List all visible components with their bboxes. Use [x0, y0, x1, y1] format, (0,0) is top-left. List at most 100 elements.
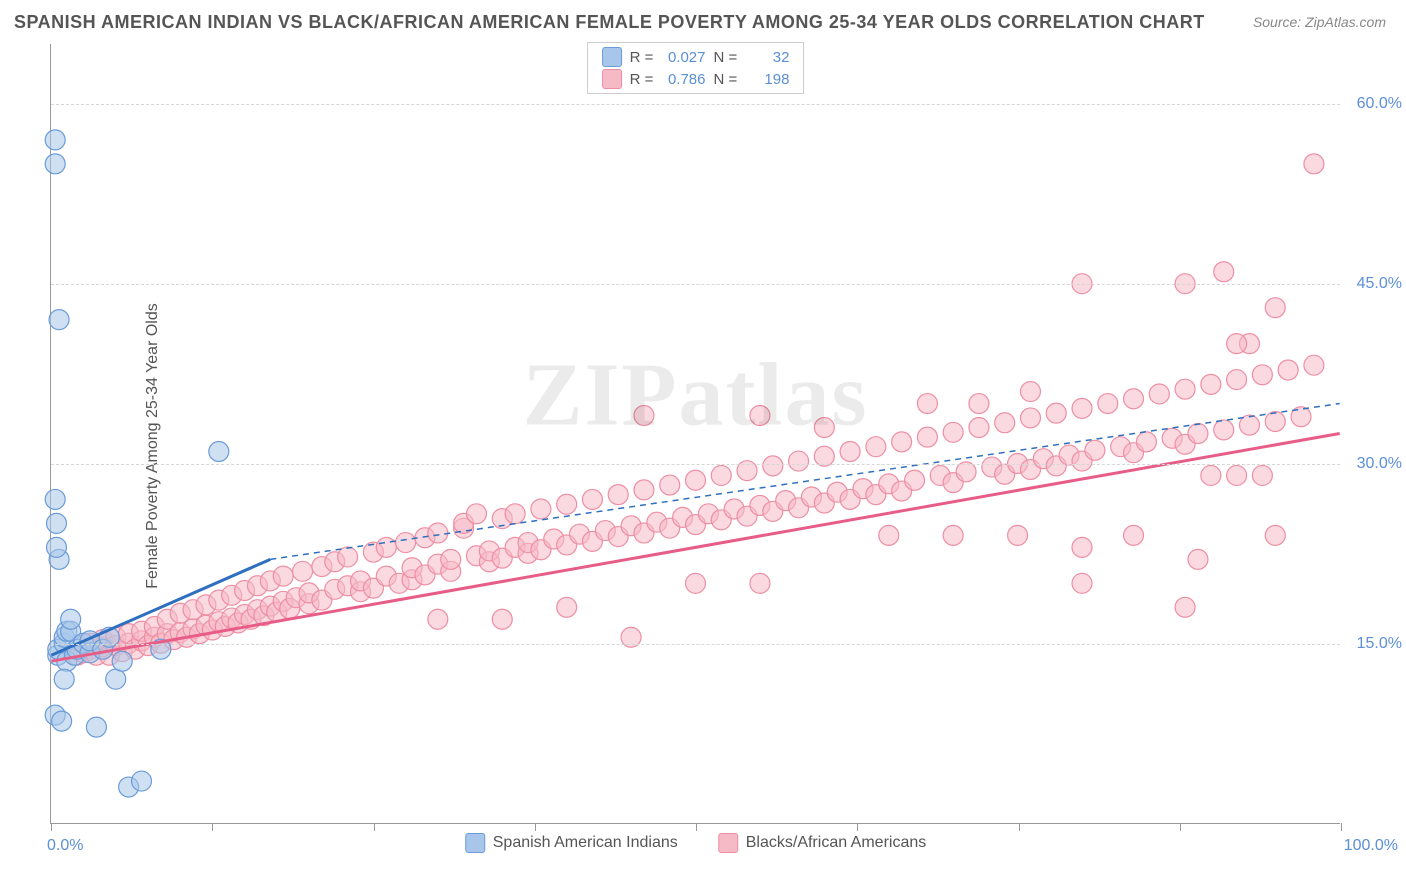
scatter-point — [1020, 382, 1040, 402]
x-tick — [535, 823, 536, 831]
scatter-point — [711, 465, 731, 485]
scatter-point — [54, 669, 74, 689]
scatter-point — [1175, 379, 1195, 399]
legend-n-1: N = 198 — [714, 71, 790, 88]
legend-swatch-1 — [602, 69, 622, 89]
scatter-point — [1072, 573, 1092, 593]
legend-series: Spanish American Indians Blacks/African … — [465, 833, 927, 853]
scatter-point — [1188, 424, 1208, 444]
scatter-point — [917, 427, 937, 447]
scatter-point — [46, 537, 66, 557]
legend-series-label-1: Blacks/African Americans — [746, 834, 927, 852]
x-tick — [1341, 823, 1342, 831]
trend-line — [51, 434, 1339, 662]
x-axis-max-label: 100.0% — [1344, 837, 1398, 855]
scatter-point — [273, 566, 293, 586]
scatter-point — [686, 470, 706, 490]
scatter-point — [1046, 403, 1066, 423]
scatter-point — [1020, 408, 1040, 428]
scatter-point — [396, 533, 416, 553]
scatter-point — [1227, 334, 1247, 354]
scatter-point — [763, 456, 783, 476]
y-tick-label: 15.0% — [1357, 635, 1402, 653]
x-tick — [51, 823, 52, 831]
scatter-point — [1201, 374, 1221, 394]
scatter-point — [750, 573, 770, 593]
scatter-point — [1085, 440, 1105, 460]
scatter-point — [879, 525, 899, 545]
x-tick — [1180, 823, 1181, 831]
scatter-point — [1214, 420, 1234, 440]
scatter-point — [505, 504, 525, 524]
scatter-point — [1201, 465, 1221, 485]
scatter-point — [86, 717, 106, 737]
scatter-point — [1227, 370, 1247, 390]
scatter-point — [943, 525, 963, 545]
scatter-point — [61, 609, 81, 629]
scatter-point — [428, 609, 448, 629]
scatter-point — [492, 609, 512, 629]
x-axis-min-label: 0.0% — [47, 837, 83, 855]
scatter-point — [531, 499, 551, 519]
gridline-h — [51, 104, 1340, 105]
scatter-point — [45, 489, 65, 509]
scatter-point — [1214, 262, 1234, 282]
scatter-point — [1124, 389, 1144, 409]
scatter-point — [750, 406, 770, 426]
legend-stats: R = 0.027 N = 32 R = 0.786 N = 198 — [587, 42, 805, 94]
x-tick — [696, 823, 697, 831]
scatter-point — [814, 418, 834, 438]
scatter-point — [45, 154, 65, 174]
scatter-point — [582, 489, 602, 509]
scatter-point — [45, 130, 65, 150]
scatter-point — [995, 413, 1015, 433]
scatter-point — [1252, 365, 1272, 385]
scatter-point — [106, 669, 126, 689]
gridline-h — [51, 464, 1340, 465]
scatter-point — [1278, 360, 1298, 380]
scatter-point — [46, 513, 66, 533]
scatter-point — [1188, 549, 1208, 569]
legend-r-1: R = 0.786 — [630, 71, 706, 88]
legend-stat-row-1: R = 0.786 N = 198 — [602, 69, 790, 89]
scatter-point — [1304, 355, 1324, 375]
scatter-point — [866, 437, 886, 457]
scatter-point — [466, 504, 486, 524]
legend-swatch-0 — [602, 47, 622, 67]
legend-r-0: R = 0.027 — [630, 49, 706, 66]
scatter-point — [905, 470, 925, 490]
x-tick — [857, 823, 858, 831]
scatter-point — [338, 547, 358, 567]
x-tick — [212, 823, 213, 831]
scatter-point — [1149, 384, 1169, 404]
scatter-point — [1072, 398, 1092, 418]
chart-title: SPANISH AMERICAN INDIAN VS BLACK/AFRICAN… — [14, 12, 1205, 33]
scatter-point — [557, 494, 577, 514]
scatter-point — [969, 394, 989, 414]
scatter-point — [660, 475, 680, 495]
scatter-point — [52, 711, 72, 731]
x-tick — [1019, 823, 1020, 831]
y-tick-label: 30.0% — [1357, 455, 1402, 473]
legend-stat-row-0: R = 0.027 N = 32 — [602, 47, 790, 67]
scatter-point — [209, 441, 229, 461]
scatter-point — [608, 485, 628, 505]
scatter-point — [1136, 432, 1156, 452]
y-tick-label: 60.0% — [1357, 95, 1402, 113]
plot-area: ZIPatlas R = 0.027 N = 32 R = 0.786 N = … — [50, 44, 1340, 824]
scatter-point — [634, 406, 654, 426]
scatter-point — [428, 523, 448, 543]
scatter-point — [789, 451, 809, 471]
scatter-point — [1175, 597, 1195, 617]
scatter-point — [1098, 394, 1118, 414]
scatter-point — [49, 310, 69, 330]
legend-series-1: Blacks/African Americans — [718, 833, 927, 853]
scatter-point — [969, 418, 989, 438]
scatter-point — [1265, 412, 1285, 432]
scatter-point — [557, 597, 577, 617]
scatter-point — [132, 771, 152, 791]
scatter-point — [441, 549, 461, 569]
scatter-point — [1304, 154, 1324, 174]
legend-series-swatch-1 — [718, 833, 738, 853]
scatter-point — [1124, 525, 1144, 545]
